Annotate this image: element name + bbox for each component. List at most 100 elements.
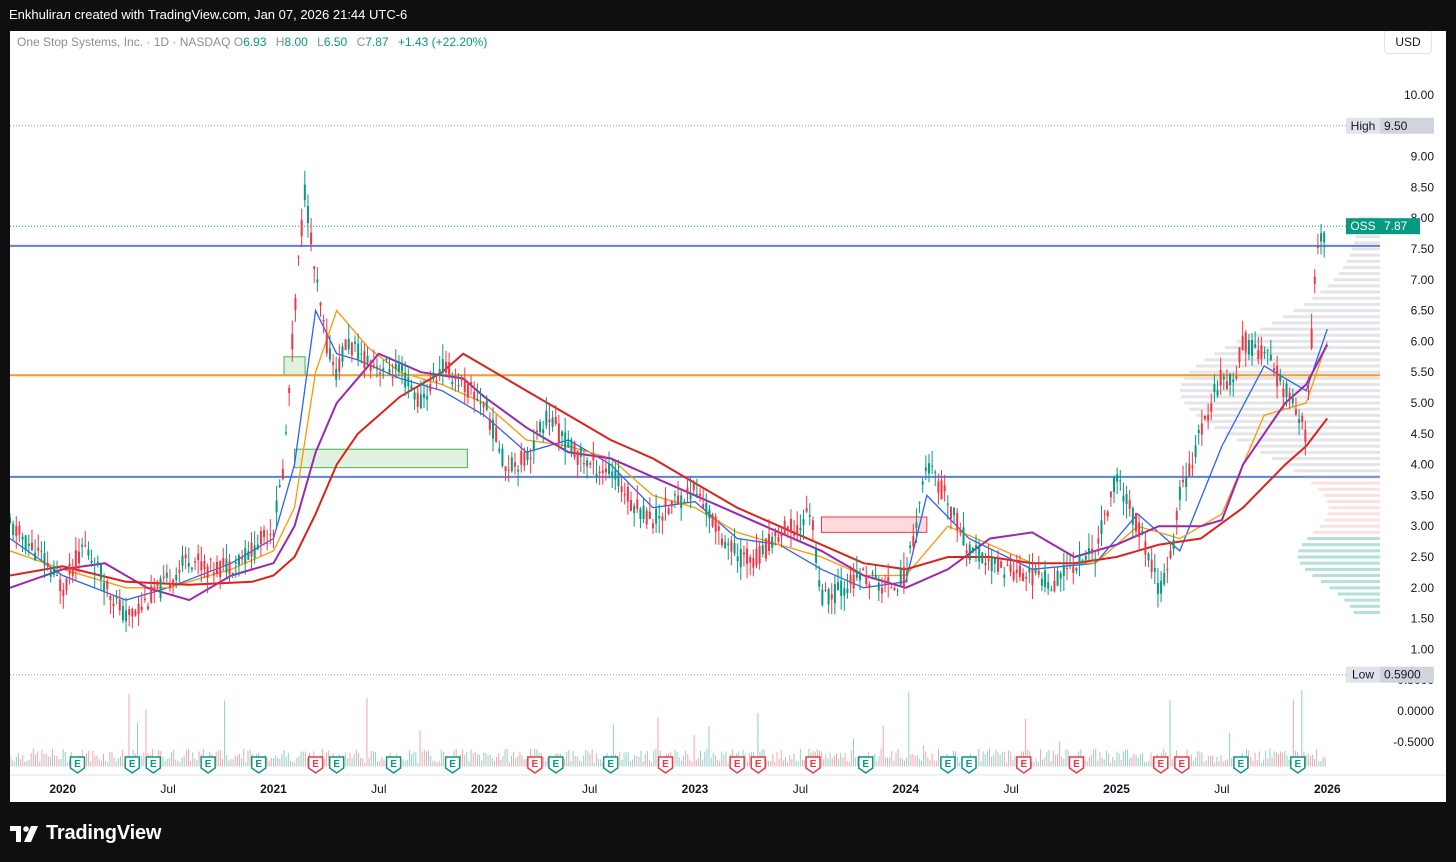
- earnings-marker-4: [250, 756, 267, 774]
- candle-body: [310, 232, 313, 245]
- candle-body: [664, 498, 667, 507]
- currency-button[interactable]: USD: [1384, 31, 1432, 54]
- candle-body: [1291, 398, 1294, 403]
- candle-body: [507, 469, 510, 471]
- candle-body: [849, 574, 852, 585]
- candle-body: [645, 510, 648, 525]
- y-tick-label: 4.00: [1411, 458, 1435, 472]
- candle-body: [1153, 567, 1156, 572]
- candle-body: [1222, 376, 1225, 380]
- volume-profile-row: [1184, 376, 1380, 380]
- candle-body: [1263, 351, 1266, 354]
- candle-body: [1084, 556, 1087, 560]
- candle-body: [172, 579, 175, 586]
- candle-body: [617, 472, 620, 487]
- candle-body: [510, 457, 513, 472]
- candle-body: [1069, 564, 1072, 566]
- y-tick-label: 10.00: [1404, 88, 1434, 102]
- candle-body: [1040, 578, 1043, 586]
- candle-body: [322, 319, 325, 322]
- candle-body: [1081, 560, 1084, 564]
- candle-body: [247, 551, 250, 560]
- zone-box-0: [283, 356, 306, 376]
- candle-body: [705, 502, 708, 515]
- candle-body: [237, 555, 240, 566]
- legend-change: +1.43 (+22.20%): [397, 35, 488, 49]
- volume-profile-row: [1283, 463, 1380, 467]
- volume-profile-row: [1311, 481, 1380, 485]
- earnings-marker-label-24: E: [1294, 759, 1301, 770]
- candle-body: [432, 372, 435, 379]
- candle-body: [981, 552, 984, 564]
- tradingview-logo[interactable]: TradingView: [10, 822, 161, 845]
- legend-low: 6.50: [323, 35, 348, 49]
- y-tick-label: 9.00: [1411, 150, 1435, 164]
- chart-panel[interactable]: 10.00 9.50 9.00 8.50 8.00 7.50 7.00 6.50 6.00 5.5…: [10, 31, 1446, 802]
- candle-body: [808, 515, 811, 517]
- candle-body: [150, 586, 153, 603]
- volume-profile-row: [1214, 426, 1380, 430]
- candle-body: [291, 333, 294, 350]
- candle-body: [1216, 390, 1219, 396]
- earnings-marker-label-4: E: [255, 759, 262, 770]
- candle-body: [460, 377, 463, 381]
- candle-body: [71, 567, 74, 576]
- candle-body: [648, 511, 651, 519]
- candle-body: [1254, 344, 1257, 347]
- volume-profile-row: [1338, 272, 1380, 276]
- candle-body: [1304, 429, 1307, 442]
- candle-body: [545, 410, 548, 426]
- candle-body: [96, 561, 99, 563]
- candle-body: [147, 606, 150, 610]
- earnings-marker-label-0: E: [74, 759, 81, 770]
- candle-body: [1015, 569, 1018, 574]
- candle-body: [962, 527, 965, 546]
- attribution-text: Enkhulirал created with TradingView.com,…: [9, 7, 408, 22]
- volume-profile-row: [1225, 432, 1380, 436]
- candle-body: [40, 550, 43, 552]
- candle-body: [567, 441, 570, 448]
- candle-body: [598, 471, 601, 474]
- earnings-marker-9: [527, 756, 543, 774]
- candle-body: [15, 525, 18, 536]
- level-tag-bg-0: [1346, 117, 1380, 134]
- candle-body: [802, 519, 805, 526]
- earnings-marker-label-20: E: [1073, 759, 1080, 770]
- candle-body: [658, 516, 661, 519]
- candle-body: [971, 547, 974, 553]
- candle-body: [1241, 335, 1244, 351]
- candle-body: [824, 589, 827, 591]
- legend-low-label: L: [317, 35, 324, 49]
- level-tag-5: Low: [1352, 668, 1374, 682]
- x-tick-label: 2024: [892, 782, 919, 796]
- candle-body: [366, 355, 369, 363]
- candle-body: [513, 462, 516, 467]
- candle-body: [457, 385, 460, 387]
- candle-body: [1279, 374, 1282, 382]
- price-chart[interactable]: 10.00 9.50 9.00 8.50 8.00 7.50 7.00 6.50 6.00 5.5…: [10, 31, 1446, 802]
- candle-body: [216, 561, 219, 574]
- earnings-marker-0: [69, 756, 86, 774]
- y-tick-label: 6.00: [1411, 334, 1435, 348]
- candle-body: [987, 558, 990, 562]
- candle-body: [332, 362, 335, 365]
- candle-body: [805, 508, 808, 512]
- legend-close-label: C: [356, 35, 366, 49]
- candle-body: [187, 562, 190, 567]
- y-tick-label: 6.50: [1411, 304, 1435, 318]
- candle-body: [1191, 465, 1194, 468]
- candle-body: [429, 383, 432, 392]
- candle-body: [363, 351, 366, 369]
- x-tick-label: Jul: [1214, 782, 1229, 796]
- candle-body: [203, 560, 206, 570]
- x-tick-label: 2026: [1314, 782, 1341, 796]
- candle-body: [335, 369, 338, 380]
- candle-body: [777, 537, 780, 542]
- candle-body: [1294, 409, 1297, 415]
- candle-body: [871, 572, 874, 574]
- candle-body: [755, 548, 758, 566]
- candle-body: [209, 558, 212, 560]
- candle-body: [1103, 513, 1106, 515]
- candle-body: [27, 543, 30, 546]
- candle-body: [313, 266, 316, 270]
